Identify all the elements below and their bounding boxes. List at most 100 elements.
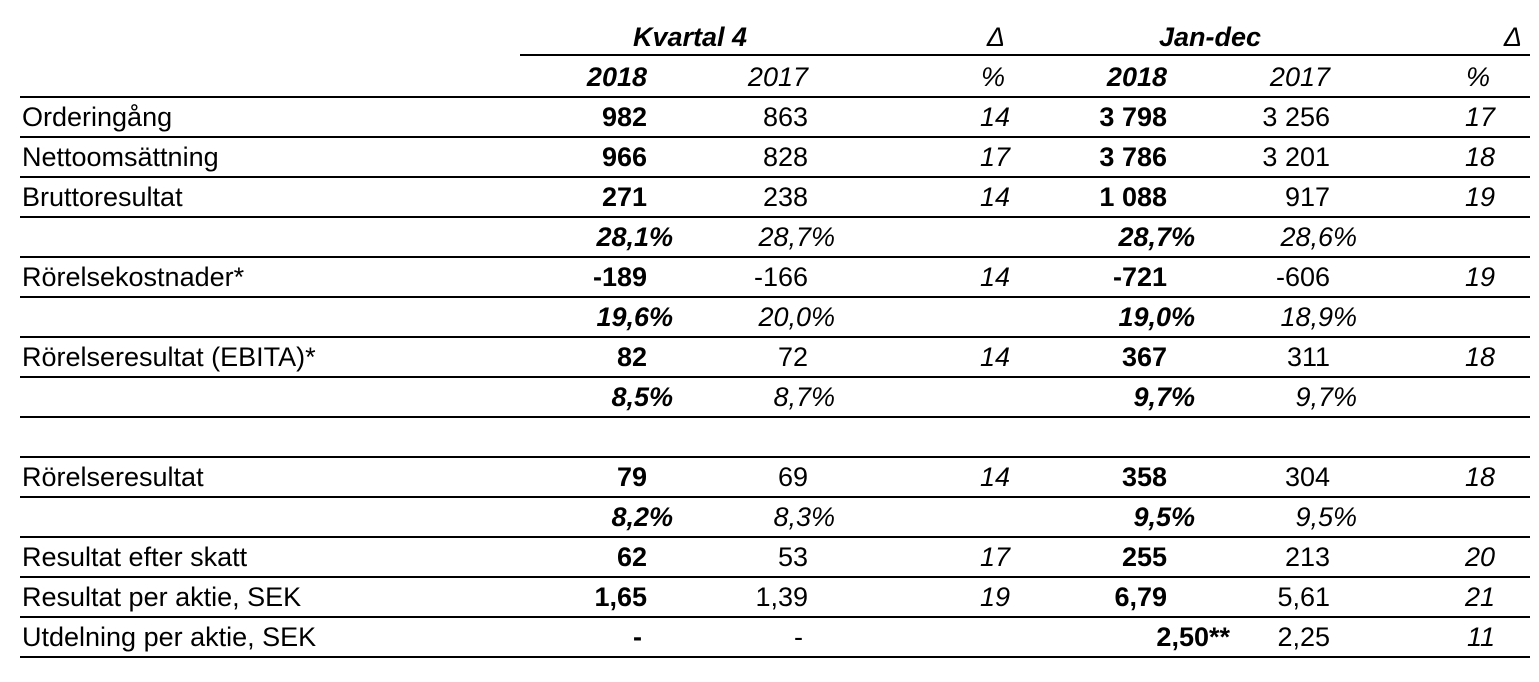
cell: 213 xyxy=(1284,542,1330,572)
rule xyxy=(20,416,1530,418)
header-period: Jan-dec xyxy=(1158,22,1262,52)
cell: 311 xyxy=(1286,342,1330,372)
header-pct: % xyxy=(980,62,1005,92)
row-label: Resultat efter skatt xyxy=(22,542,248,572)
rule xyxy=(20,536,1530,538)
rule xyxy=(20,376,1530,378)
rule xyxy=(20,256,1530,258)
cell: 3 786 xyxy=(1099,142,1167,172)
cell: - xyxy=(794,622,803,652)
cell: 18 xyxy=(1464,342,1495,372)
cell: 8,3% xyxy=(773,502,835,532)
cell: 69 xyxy=(777,462,808,492)
header-pct: % xyxy=(1465,62,1490,92)
cell: 982 xyxy=(601,102,647,132)
cell: 20,0% xyxy=(758,302,835,332)
cell: 9,7% xyxy=(1133,382,1195,412)
rule xyxy=(20,336,1530,338)
cell: 238 xyxy=(762,182,808,212)
cell: 1,39 xyxy=(755,582,808,612)
cell: 255 xyxy=(1121,542,1167,572)
cell: 18 xyxy=(1464,462,1495,492)
row-label: Utdelning per aktie, SEK xyxy=(22,622,317,652)
cell: 966 xyxy=(601,142,647,172)
cell: 2,50** xyxy=(1156,622,1230,652)
row-label: Rörelseresultat xyxy=(22,462,204,492)
rule xyxy=(20,616,1530,618)
rule xyxy=(520,54,1530,56)
cell: 304 xyxy=(1284,462,1330,492)
cell: 3 256 xyxy=(1262,102,1330,132)
cell: 11 xyxy=(1466,622,1495,652)
cell: 8,2% xyxy=(611,502,673,532)
header-year: 2018 xyxy=(586,62,647,92)
row-label: Nettoomsättning xyxy=(22,142,219,172)
rule xyxy=(20,176,1530,178)
cell: 1 088 xyxy=(1099,182,1167,212)
cell: 28,1% xyxy=(596,222,673,252)
cell: 19,0% xyxy=(1118,302,1195,332)
cell: 358 xyxy=(1121,462,1167,492)
cell: 53 xyxy=(777,542,808,572)
cell: 9,7% xyxy=(1295,382,1357,412)
cell: 19,6% xyxy=(596,302,673,332)
cell: -166 xyxy=(753,262,808,292)
cell: 82 xyxy=(616,342,647,372)
cell: 2,25 xyxy=(1277,622,1330,652)
rule xyxy=(20,216,1530,218)
cell: 28,7% xyxy=(1118,222,1195,252)
cell: -721 xyxy=(1112,262,1167,292)
cell: 3 798 xyxy=(1099,102,1167,132)
cell: 18 xyxy=(1464,142,1495,172)
cell: 8,7% xyxy=(773,382,835,412)
rule xyxy=(20,96,1530,98)
row-label: Rörelsekostnader* xyxy=(22,262,245,292)
rule xyxy=(20,496,1530,498)
cell: 14 xyxy=(979,262,1010,292)
cell: 17 xyxy=(979,542,1010,572)
rule xyxy=(20,576,1530,578)
row-label: Orderingång xyxy=(22,102,173,132)
header-delta: Δ xyxy=(986,22,1005,52)
cell: 14 xyxy=(979,102,1010,132)
cell: 828 xyxy=(762,142,808,172)
cell: - xyxy=(633,622,642,652)
row-label: Bruttoresultat xyxy=(22,182,183,212)
cell: 917 xyxy=(1284,182,1330,212)
row-label: Rörelseresultat (EBITA)* xyxy=(22,342,316,372)
cell: 14 xyxy=(979,342,1010,372)
cell: 19 xyxy=(1464,262,1495,292)
cell: 9,5% xyxy=(1133,502,1195,532)
cell: 14 xyxy=(979,462,1010,492)
rule xyxy=(20,656,1530,658)
header-delta: Δ xyxy=(1503,22,1522,52)
row-label: Resultat per aktie, SEK xyxy=(22,582,302,612)
header-year: 2017 xyxy=(1269,62,1330,92)
cell: -606 xyxy=(1275,262,1330,292)
cell: 19 xyxy=(1464,182,1495,212)
cell: 20 xyxy=(1464,542,1495,572)
cell: 863 xyxy=(762,102,808,132)
cell: 21 xyxy=(1464,582,1495,612)
cell: 367 xyxy=(1121,342,1167,372)
cell: 28,6% xyxy=(1280,222,1357,252)
cell: 62 xyxy=(616,542,647,572)
cell: 6,79 xyxy=(1114,582,1167,612)
cell: 72 xyxy=(777,342,808,372)
header-period: Kvartal 4 xyxy=(632,22,748,52)
rule xyxy=(20,296,1530,298)
cell: 9,5% xyxy=(1295,502,1357,532)
rule xyxy=(20,456,1530,458)
cell: 79 xyxy=(616,462,647,492)
cell: 271 xyxy=(601,182,647,212)
cell: 17 xyxy=(1464,102,1495,132)
cell: 19 xyxy=(979,582,1010,612)
cell: 28,7% xyxy=(758,222,835,252)
cell: 18,9% xyxy=(1280,302,1357,332)
cell: 8,5% xyxy=(611,382,673,412)
rule xyxy=(20,136,1530,138)
cell: 17 xyxy=(979,142,1010,172)
cell: 3 201 xyxy=(1262,142,1330,172)
cell: 5,61 xyxy=(1277,582,1330,612)
